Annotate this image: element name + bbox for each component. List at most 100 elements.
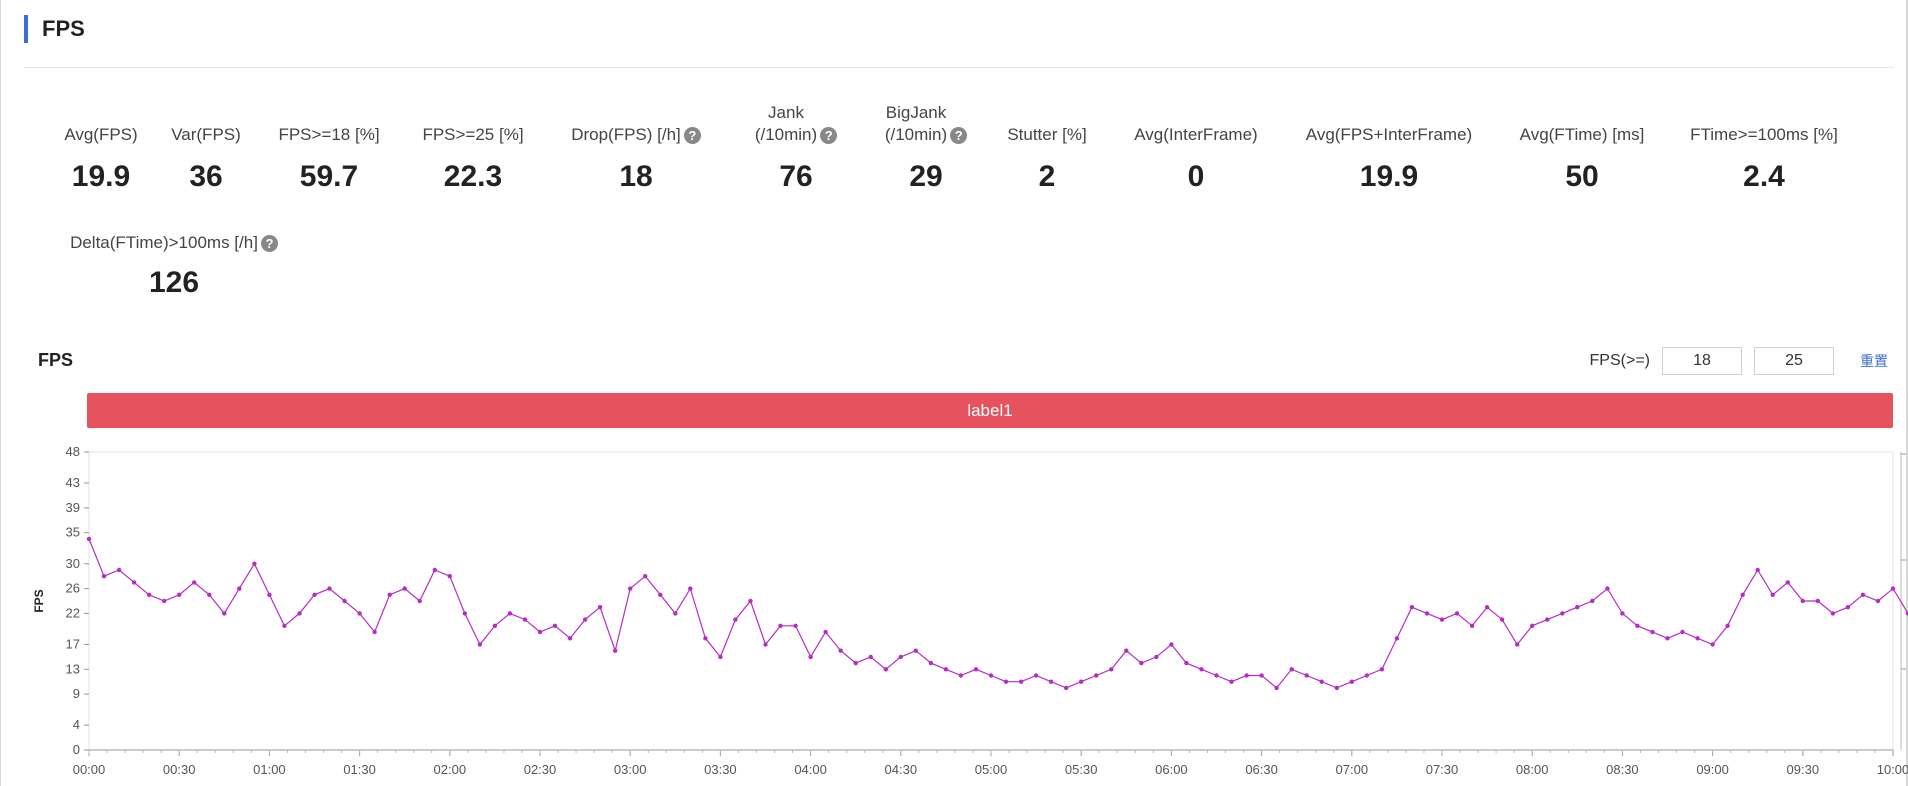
fps-data-point[interactable] [823, 629, 828, 635]
fps-data-point[interactable] [1454, 611, 1460, 616]
fps-data-point[interactable] [1800, 598, 1806, 604]
fps-data-point[interactable] [973, 667, 979, 672]
fps-data-point[interactable] [898, 654, 903, 660]
fps-data-point[interactable] [1064, 685, 1069, 691]
fps-data-point[interactable] [1890, 586, 1896, 591]
fps-data-point[interactable] [1484, 605, 1490, 610]
fps-data-point[interactable] [327, 586, 332, 591]
fps-data-point[interactable] [1650, 629, 1655, 635]
fps-data-point[interactable] [1830, 611, 1836, 616]
fps-data-point[interactable] [688, 586, 693, 591]
fps-data-point[interactable] [883, 667, 888, 672]
label-bar[interactable]: label1 [87, 393, 1893, 428]
fps-data-point[interactable] [1815, 598, 1821, 604]
fps-data-point[interactable] [357, 611, 362, 616]
fps-data-point[interactable] [177, 592, 182, 597]
fps-data-point[interactable] [162, 598, 167, 604]
fps-data-point[interactable] [507, 611, 513, 616]
fps-data-point[interactable] [372, 629, 377, 635]
fps-data-point[interactable] [1695, 636, 1700, 641]
fps-data-point[interactable] [1199, 667, 1204, 672]
fps-data-point[interactable] [928, 660, 934, 666]
threshold-low-input[interactable] [1662, 347, 1742, 375]
fps-data-point[interactable] [447, 574, 452, 579]
fps-data-point[interactable] [1620, 611, 1625, 616]
fps-data-point[interactable] [267, 592, 272, 597]
fps-data-point[interactable] [1214, 673, 1219, 678]
fps-data-point[interactable] [297, 611, 302, 616]
fps-data-point[interactable] [597, 605, 603, 610]
fps-data-point[interactable] [537, 629, 543, 635]
fps-data-point[interactable] [1590, 598, 1595, 604]
fps-data-point[interactable] [1545, 617, 1550, 622]
fps-data-point[interactable] [1018, 679, 1024, 684]
fps-data-point[interactable] [1364, 673, 1370, 678]
fps-data-point[interactable] [1680, 629, 1685, 635]
fps-data-point[interactable] [1755, 567, 1760, 573]
fps-data-point[interactable] [808, 654, 813, 660]
fps-data-point[interactable] [1530, 623, 1535, 628]
fps-data-point[interactable] [1560, 611, 1565, 616]
fps-data-point[interactable] [913, 648, 918, 653]
fps-data-point[interactable] [1770, 592, 1775, 597]
fps-data-point[interactable] [703, 636, 708, 641]
fps-data-point[interactable] [1184, 660, 1189, 666]
fps-data-point[interactable] [778, 623, 783, 628]
fps-data-point[interactable] [282, 623, 287, 628]
fps-data-point[interactable] [1515, 642, 1520, 647]
fps-data-point[interactable] [1845, 605, 1851, 610]
fps-data-point[interactable] [1304, 673, 1309, 678]
fps-data-point[interactable] [222, 611, 227, 616]
fps-data-point[interactable] [116, 567, 122, 573]
fps-data-point[interactable] [1033, 673, 1039, 678]
fps-data-point[interactable] [1710, 642, 1715, 647]
fps-data-point[interactable] [342, 598, 347, 604]
fps-data-point[interactable] [1109, 667, 1114, 672]
fps-data-point[interactable] [868, 654, 873, 660]
fps-data-point[interactable] [1635, 623, 1640, 628]
fps-data-point[interactable] [988, 673, 994, 678]
fps-data-point[interactable] [1499, 617, 1505, 622]
fps-data-point[interactable] [748, 598, 753, 604]
fps-data-point[interactable] [1409, 605, 1415, 610]
fps-data-point[interactable] [552, 623, 558, 628]
fps-data-point[interactable] [492, 623, 498, 628]
fps-data-point[interactable] [312, 592, 317, 597]
fps-data-point[interactable] [582, 617, 588, 622]
fps-data-point[interactable] [417, 598, 422, 604]
fps-data-point[interactable] [658, 592, 663, 597]
fps-line-chart[interactable]: 0 4 9 13 17 22 26 30 35 39 43 48 FPS 00:00 00:30 01:00 0… [0, 440, 1908, 786]
fps-data-point[interactable] [1079, 679, 1084, 684]
fps-data-point[interactable] [1139, 660, 1144, 666]
fps-data-point[interactable] [192, 580, 197, 585]
fps-data-point[interactable] [1274, 685, 1279, 691]
fps-data-point[interactable] [402, 586, 407, 591]
fps-data-point[interactable] [567, 636, 573, 641]
fps-data-point[interactable] [628, 586, 633, 591]
fps-data-point[interactable] [763, 642, 768, 647]
fps-data-point[interactable] [1003, 679, 1009, 684]
fps-data-point[interactable] [1244, 673, 1249, 678]
fps-data-point[interactable] [958, 673, 964, 678]
fps-data-point[interactable] [252, 561, 257, 566]
fps-data-point[interactable] [1349, 679, 1355, 684]
fps-data-point[interactable] [207, 592, 212, 597]
fps-data-point[interactable] [943, 667, 949, 672]
fps-data-point[interactable] [1169, 642, 1174, 647]
question-circle-icon[interactable]: ? [950, 127, 968, 144]
fps-data-point[interactable] [1319, 679, 1324, 684]
fps-data-point[interactable] [1785, 580, 1791, 585]
question-circle-icon[interactable]: ? [683, 127, 701, 144]
fps-data-point[interactable] [838, 648, 843, 653]
question-circle-icon[interactable]: ? [260, 235, 278, 252]
threshold-high-input[interactable] [1754, 347, 1834, 375]
fps-data-point[interactable] [1605, 586, 1610, 591]
fps-data-point[interactable] [1094, 673, 1099, 678]
fps-data-point[interactable] [1469, 623, 1475, 628]
fps-data-point[interactable] [477, 642, 483, 647]
fps-data-point[interactable] [146, 592, 152, 597]
fps-data-point[interactable] [1394, 636, 1400, 641]
fps-data-point[interactable] [131, 580, 137, 585]
fps-data-point[interactable] [1439, 617, 1445, 622]
fps-data-point[interactable] [718, 654, 723, 660]
